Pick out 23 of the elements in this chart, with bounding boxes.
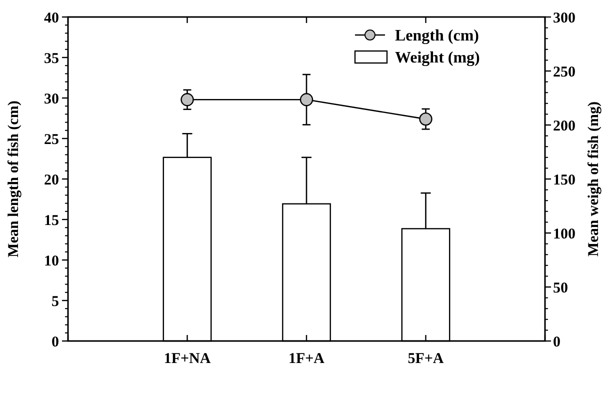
y-tick-label: 35 xyxy=(44,50,59,67)
y-tick-label: 20 xyxy=(44,172,59,188)
y-tick-label: 25 xyxy=(44,132,59,148)
y-tick-label: 5 xyxy=(52,294,59,310)
x-tick-label: 5F+A xyxy=(408,351,444,367)
y2-tick-label: 200 xyxy=(553,118,576,134)
y2-axis-title: Mean weigh of fish (mg) xyxy=(586,102,602,256)
legend-label: Length (cm) xyxy=(395,28,479,45)
y2-tick-label: 50 xyxy=(553,280,568,296)
y-tick-label: 15 xyxy=(44,212,59,229)
y2-tick-label: 250 xyxy=(553,64,576,80)
y-tick-label: 0 xyxy=(52,334,59,350)
legend-label: Weight (mg) xyxy=(395,50,480,67)
x-tick-label: 1F+NA xyxy=(164,351,211,367)
x-tick-label: 1F+A xyxy=(288,351,325,367)
y2-tick-label: 100 xyxy=(553,226,576,242)
y-axis-title: Mean length of fish (cm) xyxy=(6,100,22,258)
y2-tick-label: 0 xyxy=(553,334,560,350)
y2-tick-label: 300 xyxy=(553,10,576,26)
y-tick-label: 40 xyxy=(44,10,59,26)
y2-tick-label: 150 xyxy=(553,172,576,188)
y-tick-label: 10 xyxy=(44,253,59,270)
y-tick-label: 30 xyxy=(44,91,59,108)
